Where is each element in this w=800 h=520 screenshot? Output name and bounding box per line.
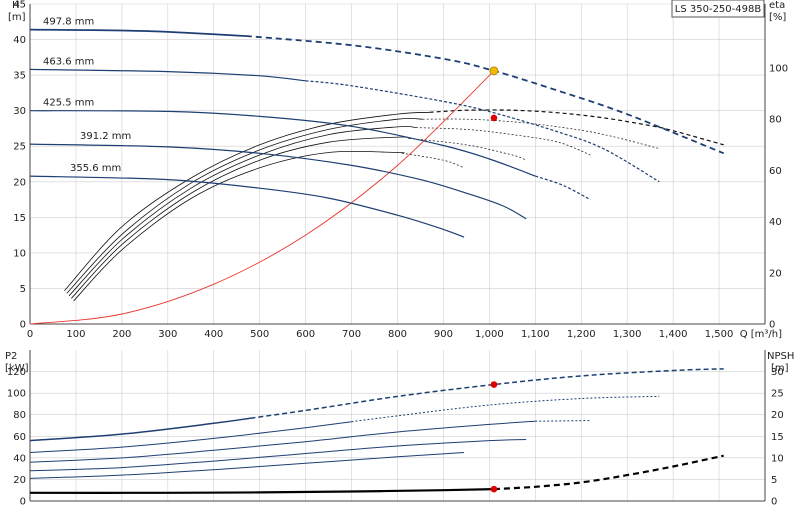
p2-tick-label: 120 xyxy=(7,367,26,378)
y-tick-label: 15 xyxy=(13,213,26,224)
x-tick-label: 300 xyxy=(158,329,177,340)
impeller-diameter-label: 425.5 mm xyxy=(43,98,94,109)
x-tick-label: 200 xyxy=(112,329,131,340)
p2-axis-unit: [kW] xyxy=(5,363,29,374)
npsh-tick-label: 20 xyxy=(771,410,784,421)
eta-tick-label: 40 xyxy=(769,217,782,228)
head-curve xyxy=(29,143,527,220)
eta-tick-label: 0 xyxy=(769,320,775,331)
x-tick-label: 1,200 xyxy=(567,329,596,340)
efficiency-curve xyxy=(64,111,430,291)
eta-tick-label: 20 xyxy=(769,268,782,279)
npsh-axis-title: NPSH xyxy=(767,351,794,362)
x-tick-label: 1,400 xyxy=(659,329,688,340)
power-npsh-plot: 0 20 40 60 80 100 120 0 5 10 15 20 25 30 P2[kW] NPSH[m] xyxy=(5,350,794,508)
power-curve xyxy=(29,439,527,472)
npsh-curve xyxy=(29,488,495,494)
y-tick-label: 30 xyxy=(13,106,26,117)
system-curve xyxy=(29,70,495,325)
x-tick-label: 800 xyxy=(388,329,407,340)
model-label-box xyxy=(671,0,765,18)
efficiency-curve xyxy=(73,150,405,302)
x-tick-label: 0 xyxy=(27,329,33,340)
efficiency-curve xyxy=(66,118,423,294)
impeller-diameter-label: 497.8 mm xyxy=(43,17,94,28)
power-curve-extension xyxy=(250,368,724,419)
npsh-curve-extension xyxy=(493,454,724,491)
npsh-axis-unit: [m] xyxy=(771,363,789,374)
npsh-tick-label: 15 xyxy=(771,432,784,443)
x-tick-label: 400 xyxy=(204,329,223,340)
impeller-diameter-label: 391.2 mm xyxy=(80,131,131,142)
y-tick-label: 25 xyxy=(13,142,26,153)
duty-point-head xyxy=(489,66,499,76)
p2-tick-label: 20 xyxy=(13,475,26,486)
efficiency-curve xyxy=(68,126,416,297)
y-tick-label: 35 xyxy=(13,71,26,82)
duty-point-npsh xyxy=(490,485,498,493)
x-tick-label: 600 xyxy=(296,329,315,340)
npsh-tick-label: 5 xyxy=(771,475,777,486)
power-curve xyxy=(29,452,465,479)
y-tick-label: 45 xyxy=(13,0,26,11)
y-tick-label: 10 xyxy=(13,248,26,259)
p2-axis-title: P2 xyxy=(5,351,17,362)
npsh-tick-label: 25 xyxy=(771,389,784,400)
x-tick-label: 100 xyxy=(66,329,85,340)
head-curve-extension xyxy=(535,175,591,201)
impeller-diameter-label: 463.6 mm xyxy=(43,56,94,67)
power-curve xyxy=(29,420,536,463)
y-tick-label: 40 xyxy=(13,35,26,46)
npsh-tick-label: 0 xyxy=(771,497,777,508)
model-label: LS 350-250-498B xyxy=(675,4,762,15)
x-tick-label: 500 xyxy=(250,329,269,340)
p2-tick-label: 60 xyxy=(13,432,26,443)
head-curve xyxy=(29,28,246,37)
efficiency-curve-extension xyxy=(415,127,591,156)
x-tick-label: 900 xyxy=(434,329,453,340)
head-curve-extension xyxy=(305,80,660,183)
eta-tick-label: 80 xyxy=(769,115,782,126)
y-axis-unit: [m] xyxy=(8,12,26,23)
head-curve xyxy=(29,110,536,177)
x-tick-label: 700 xyxy=(342,329,361,340)
y-axis-title: H xyxy=(12,0,20,11)
eta-tick-label: 60 xyxy=(769,166,782,177)
eta-tick-label: 100 xyxy=(769,64,788,75)
efficiency-curve-extension xyxy=(402,152,465,169)
power-curve xyxy=(29,421,352,453)
p2-tick-label: 40 xyxy=(13,453,26,464)
duty-point-power xyxy=(490,381,498,388)
p2-tick-label: 0 xyxy=(20,497,26,508)
efficiency-curve xyxy=(71,136,410,299)
impeller-diameter-label: 355.6 mm xyxy=(70,163,121,174)
efficiency-curve-extension xyxy=(422,118,660,149)
npsh-tick-label: 10 xyxy=(771,453,784,464)
x-tick-label: 1,300 xyxy=(613,329,642,340)
eta-axis-title: eta xyxy=(769,0,785,11)
y-tick-label: 0 xyxy=(20,320,26,331)
head-curve xyxy=(29,68,306,82)
y-tick-label: 20 xyxy=(13,177,26,188)
efficiency-curve-extension xyxy=(408,138,527,161)
x-axis-title: Q [m³/h] xyxy=(740,329,782,340)
y-tick-label: 5 xyxy=(20,284,26,295)
head-curve xyxy=(29,175,465,238)
npsh-tick-label: 30 xyxy=(771,367,784,378)
head-efficiency-plot: 0 5 10 15 20 25 30 35 40 45 0 20 40 60 80 100 0 100 200 300… xyxy=(8,0,788,340)
duty-point-efficiency xyxy=(490,114,498,122)
p2-tick-label: 100 xyxy=(7,389,26,400)
x-tick-label: 1,000 xyxy=(475,329,504,340)
eta-axis-unit: [%] xyxy=(769,12,786,23)
power-curve xyxy=(29,417,251,442)
x-tick-label: 1,100 xyxy=(521,329,550,340)
x-tick-label: 1,500 xyxy=(705,329,734,340)
p2-tick-label: 80 xyxy=(13,410,26,421)
